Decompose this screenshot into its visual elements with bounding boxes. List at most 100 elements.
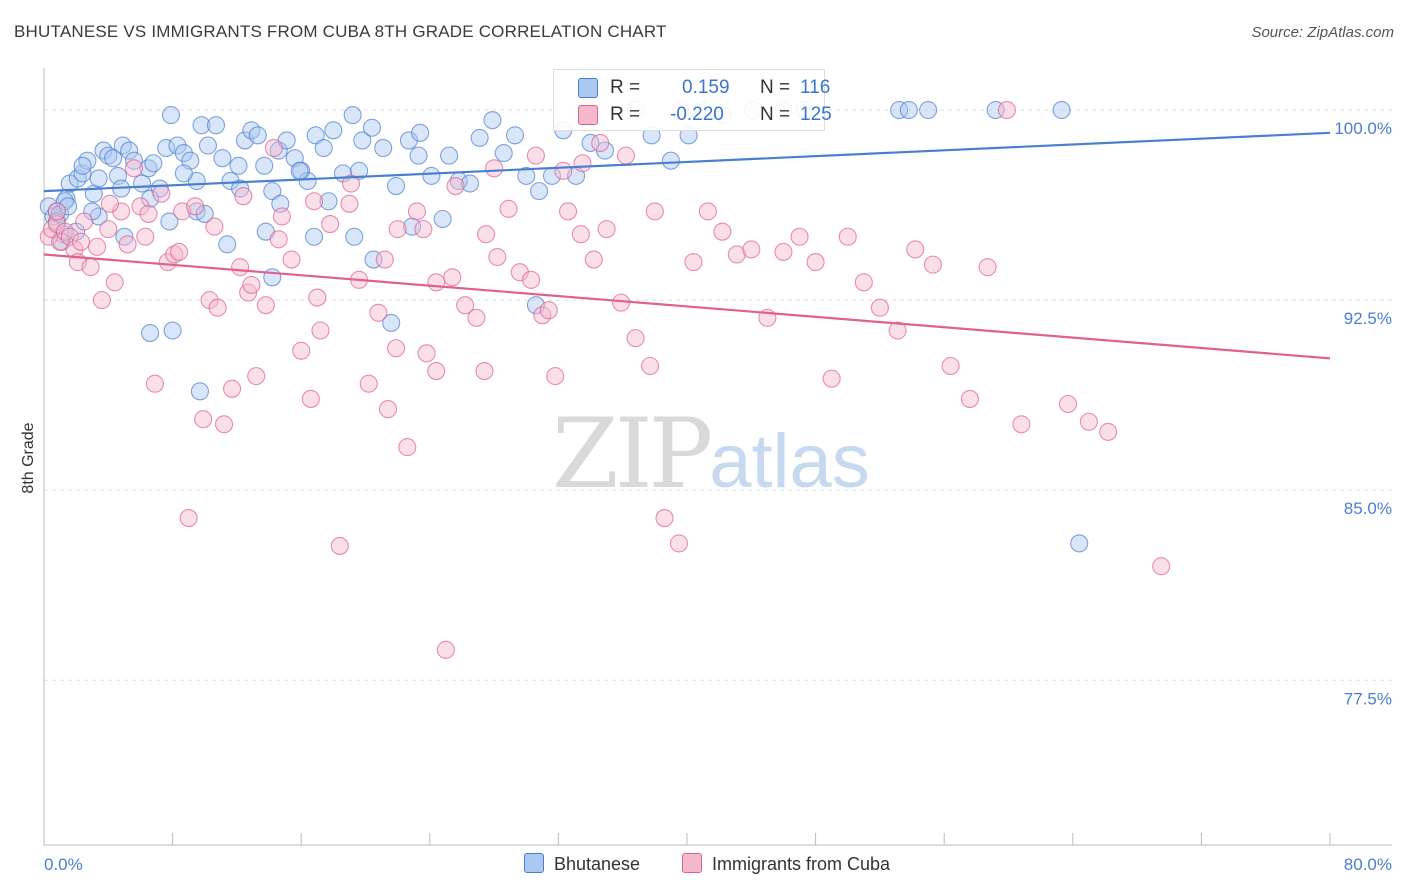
point-immigrants-from-cuba xyxy=(443,268,462,287)
point-immigrants-from-cuba xyxy=(194,410,213,429)
point-immigrants-from-cuba xyxy=(145,374,164,393)
point-immigrants-from-cuba xyxy=(446,176,465,196)
point-bhutanese xyxy=(160,212,179,231)
point-bhutanese xyxy=(1070,534,1089,553)
point-bhutanese xyxy=(411,123,430,142)
point-bhutanese xyxy=(255,156,274,175)
point-immigrants-from-cuba xyxy=(100,194,119,213)
point-bhutanese xyxy=(324,121,343,140)
point-immigrants-from-cuba xyxy=(645,202,664,221)
point-immigrants-from-cuba xyxy=(427,362,446,381)
point-immigrants-from-cuba xyxy=(330,536,349,555)
point-immigrants-from-cuba xyxy=(205,217,224,236)
point-bhutanese xyxy=(530,182,549,201)
point-immigrants-from-cuba xyxy=(75,212,94,231)
point-immigrants-from-cuba xyxy=(152,184,171,203)
point-immigrants-from-cuba xyxy=(179,509,198,528)
trend-line-immigrants-from-cuba xyxy=(43,253,1331,360)
point-bhutanese xyxy=(460,174,480,193)
point-bhutanese xyxy=(213,149,232,168)
point-immigrants-from-cuba xyxy=(359,374,378,393)
point-immigrants-from-cuba xyxy=(960,389,979,408)
point-immigrants-from-cuba xyxy=(591,133,610,153)
point-immigrants-from-cuba xyxy=(1058,394,1078,414)
correlation-legend: R = 0.159 N = 116 R = -0.220 N = 125 xyxy=(553,69,832,131)
x-tick-label: 80.0% xyxy=(1344,855,1392,874)
point-bhutanese xyxy=(517,166,536,185)
point-immigrants-from-cuba xyxy=(467,308,486,327)
watermark: ZIPatlas xyxy=(552,398,870,510)
point-immigrants-from-cuba xyxy=(92,291,111,310)
point-bhutanese xyxy=(899,100,918,120)
point-immigrants-from-cuba xyxy=(272,207,291,226)
point-immigrants-from-cuba xyxy=(475,362,494,381)
point-immigrants-from-cuba xyxy=(414,220,433,239)
point-immigrants-from-cuba xyxy=(234,187,253,206)
point-immigrants-from-cuba xyxy=(375,250,394,269)
point-immigrants-from-cuba xyxy=(417,344,436,363)
point-bhutanese xyxy=(353,131,372,150)
point-immigrants-from-cuba xyxy=(640,356,660,376)
point-bhutanese xyxy=(263,268,282,287)
point-immigrants-from-cuba xyxy=(55,222,74,241)
point-bhutanese xyxy=(386,176,406,196)
trend-line-bhutanese xyxy=(43,131,1331,193)
point-immigrants-from-cuba xyxy=(378,400,398,419)
point-bhutanese xyxy=(470,128,489,147)
legend-label: Bhutanese xyxy=(554,854,641,874)
point-bhutanese xyxy=(494,144,513,163)
point-immigrants-from-cuba xyxy=(71,232,91,251)
point-immigrants-from-cuba xyxy=(158,253,177,272)
point-immigrants-from-cuba xyxy=(1079,412,1098,431)
point-immigrants-from-cuba xyxy=(727,245,746,264)
point-immigrants-from-cuba xyxy=(1099,422,1118,441)
point-bhutanese xyxy=(163,321,182,340)
legend-label: Immigrants from Cuba xyxy=(712,854,891,874)
point-immigrants-from-cuba xyxy=(369,303,388,322)
point-bhutanese xyxy=(89,169,108,188)
point-immigrants-from-cuba xyxy=(436,640,455,659)
point-immigrants-from-cuba xyxy=(81,258,100,277)
point-immigrants-from-cuba xyxy=(698,202,717,221)
point-immigrants-from-cuba xyxy=(407,202,426,221)
tick-labels: 77.5% 85.0% 92.5% 100.0% 0.0% 80.0% 8th Grade xyxy=(20,119,1392,874)
point-immigrants-from-cuba xyxy=(242,275,261,294)
x-tick-label: 0.0% xyxy=(44,855,83,874)
point-bhutanese xyxy=(174,164,193,183)
trend-lines xyxy=(43,131,1331,360)
point-bhutanese xyxy=(206,116,226,135)
pink-swatch xyxy=(578,105,598,125)
n-label: N = xyxy=(760,77,791,98)
point-immigrants-from-cuba xyxy=(124,159,144,178)
point-bhutanese xyxy=(120,141,139,160)
legend-item-immigrants-from-cuba: Immigrants from Cuba xyxy=(682,853,890,875)
point-immigrants-from-cuba xyxy=(854,273,873,292)
point-bhutanese xyxy=(144,154,163,173)
point-immigrants-from-cuba xyxy=(386,339,406,358)
point-immigrants-from-cuba xyxy=(169,242,189,261)
point-bhutanese xyxy=(409,146,428,165)
point-immigrants-from-cuba xyxy=(626,329,645,348)
point-bhutanese xyxy=(139,159,158,178)
blue-swatch xyxy=(524,853,544,873)
point-immigrants-from-cuba xyxy=(790,227,809,246)
point-bhutanese xyxy=(581,133,600,153)
point-immigrants-from-cuba xyxy=(806,253,825,272)
point-immigrants-from-cuba xyxy=(742,240,761,259)
point-bhutanese xyxy=(440,146,459,165)
point-bhutanese xyxy=(305,227,324,246)
point-immigrants-from-cuba xyxy=(118,235,137,254)
point-immigrants-from-cuba xyxy=(838,227,857,246)
point-immigrants-from-cuba xyxy=(308,288,327,307)
point-bhutanese xyxy=(290,161,309,180)
point-bhutanese xyxy=(263,182,282,201)
point-bhutanese xyxy=(141,189,160,208)
point-immigrants-from-cuba xyxy=(554,161,573,180)
point-immigrants-from-cuba xyxy=(51,232,70,251)
y-axis-label: 8th Grade xyxy=(20,422,37,493)
point-bhutanese xyxy=(157,138,176,158)
chart-title: BHUTANESE VS IMMIGRANTS FROM CUBA 8TH GR… xyxy=(14,22,667,41)
series-immigrants-from-cuba xyxy=(39,100,1171,659)
point-bhutanese xyxy=(343,106,362,125)
